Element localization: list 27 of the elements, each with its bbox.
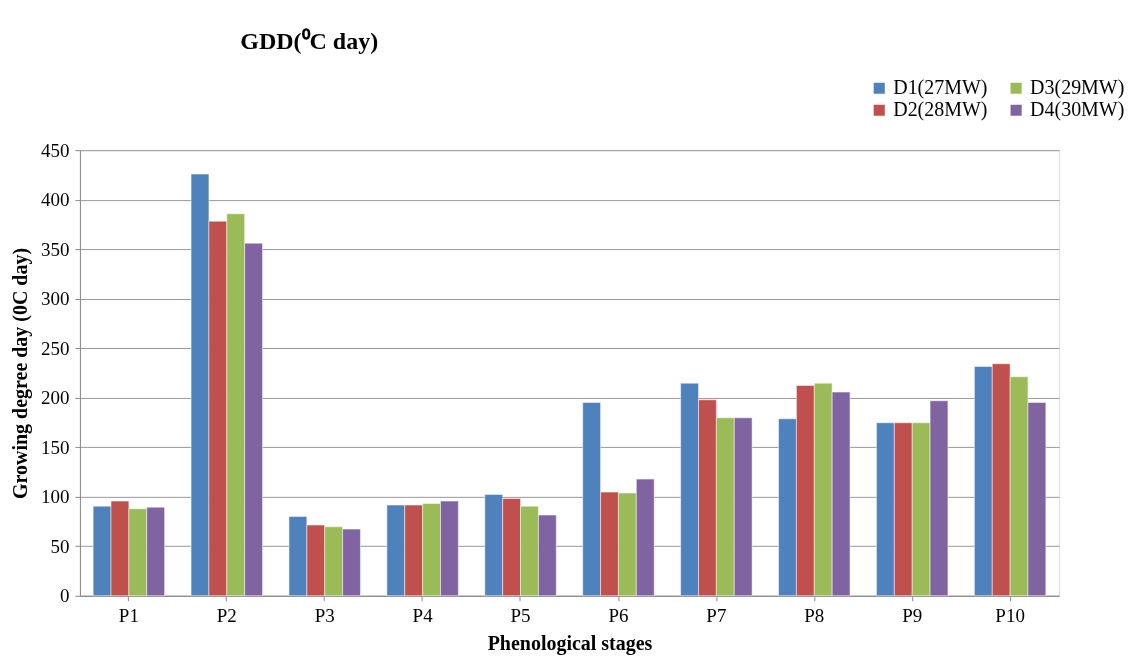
y-tick-label: 250: [40, 337, 70, 359]
y-tick-label: 300: [40, 288, 70, 310]
y-tick-label: 400: [40, 189, 70, 211]
y-tick-label: 450: [40, 139, 70, 161]
legend-label: D4(30MW): [1030, 98, 1125, 122]
x-tick-label: P6: [608, 605, 629, 627]
y-tick-label: 350: [40, 238, 70, 260]
y-tick-label: 200: [40, 387, 70, 409]
x-tick-label: P9: [902, 605, 923, 627]
x-axis-title: Phenological stages: [487, 632, 653, 656]
x-tick-label: P1: [118, 605, 139, 627]
y-tick-label: 50: [50, 535, 70, 557]
x-tick-label: P10: [995, 605, 1025, 627]
legend-label: D2(28MW): [893, 98, 988, 122]
x-tick-label: P7: [706, 605, 727, 627]
y-tick-label: 150: [40, 436, 70, 458]
x-tick-label: P4: [412, 605, 434, 627]
y-axis-title: Growing degree day (0C day): [8, 247, 32, 500]
y-tick-label: 0: [59, 585, 70, 607]
legend-label: D1(27MW): [893, 76, 988, 100]
chart-title: GDD(⁰C day): [240, 28, 379, 55]
y-tick-label: 100: [40, 486, 70, 508]
x-tick-label: P3: [314, 605, 335, 627]
legend-label: D3(29MW): [1030, 76, 1125, 100]
x-tick-label: P2: [216, 605, 237, 627]
x-tick-label: P5: [510, 605, 531, 627]
x-tick-label: P8: [804, 605, 825, 627]
